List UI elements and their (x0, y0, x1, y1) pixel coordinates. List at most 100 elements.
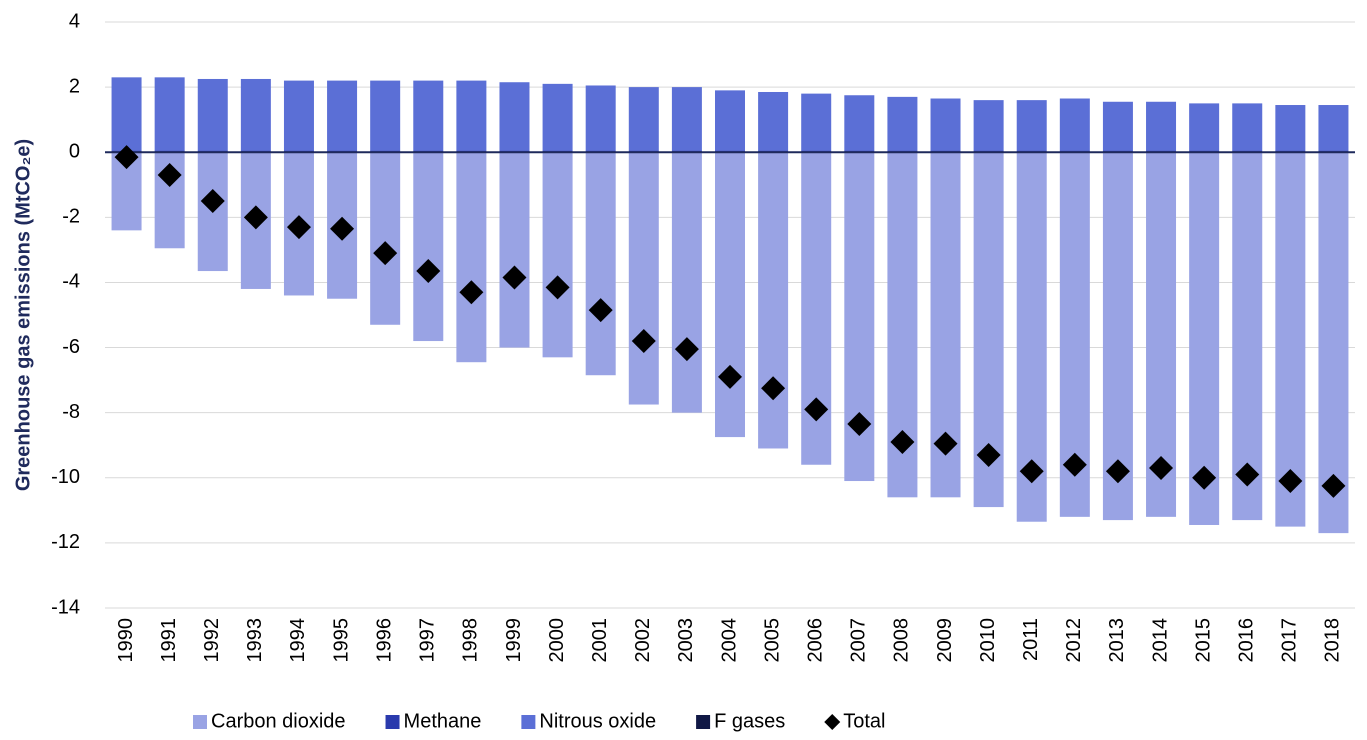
y-tick-label: -12 (51, 531, 80, 553)
x-tick-label: 2005 (761, 618, 783, 663)
x-tick-label: 2009 (934, 618, 956, 663)
y-tick-label: -10 (51, 466, 80, 488)
bar-segment (628, 152, 659, 405)
total-marker (804, 397, 829, 422)
total-marker (1062, 452, 1087, 477)
bar-segment (1059, 98, 1090, 151)
legend-label: Methane (404, 710, 482, 732)
bar-segment (1102, 101, 1133, 151)
x-tick-label: 2014 (1149, 618, 1171, 663)
bar-segment (240, 78, 271, 151)
total-marker (933, 431, 958, 456)
x-tick-label: 2004 (718, 618, 740, 663)
total-marker (243, 205, 268, 230)
bar-segment (542, 83, 573, 151)
x-tick-label: 2011 (1020, 618, 1042, 661)
x-tick-label: 1994 (287, 618, 309, 663)
total-marker (847, 412, 872, 437)
bar-segment (542, 152, 573, 358)
legend-label: F gases (714, 710, 785, 732)
bar-segment (801, 93, 832, 151)
x-tick-label: 1997 (417, 618, 439, 663)
bar-segment (499, 82, 530, 151)
bar-segment (111, 77, 142, 151)
total-marker (761, 376, 786, 401)
bar-segment (1189, 152, 1220, 525)
x-tick-label: 2015 (1192, 618, 1214, 663)
x-tick-label: 2002 (632, 618, 654, 663)
bar-segment (456, 152, 487, 363)
total-marker (1019, 459, 1044, 484)
bar-segment (930, 98, 961, 151)
x-tick-label: 2016 (1236, 618, 1258, 663)
total-marker (1321, 473, 1346, 498)
total-marker (545, 275, 570, 300)
y-tick-label: -2 (62, 206, 80, 228)
legend-swatch (385, 715, 400, 729)
bar-segment (1318, 105, 1349, 151)
x-tick-label: 1992 (201, 618, 223, 663)
total-marker (286, 215, 311, 240)
bar-segment (973, 100, 1004, 151)
legend-swatch (193, 715, 207, 729)
y-tick-label: -8 (62, 401, 80, 423)
x-tick-label: 1999 (503, 618, 525, 663)
total-marker (1235, 462, 1260, 487)
total-marker (157, 163, 182, 188)
bar-segment (671, 87, 702, 151)
bar-segment (413, 152, 444, 342)
x-tick-label: 2013 (1106, 618, 1128, 663)
bar-segment (499, 152, 530, 348)
total-marker (890, 429, 915, 454)
x-tick-label: 1991 (158, 618, 180, 663)
bar-segment (758, 152, 789, 449)
bar-segment (370, 80, 401, 151)
x-tick-label: 1990 (115, 618, 137, 663)
bar-segment (715, 152, 745, 438)
bar-segment (585, 85, 616, 151)
bar-segment (1189, 103, 1220, 151)
bar-segment (671, 152, 702, 413)
bar-segment (1102, 152, 1133, 521)
bar-segment (887, 96, 918, 151)
y-tick-label: -4 (62, 271, 80, 293)
x-tick-label: 1996 (373, 618, 395, 663)
bar-segment (1232, 103, 1263, 151)
bar-segment (1275, 105, 1306, 151)
x-tick-label: 2010 (977, 618, 999, 663)
total-marker (459, 280, 484, 305)
y-axis-label: Greenhouse gas emissions (MtCO₂e) (12, 139, 34, 491)
y-tick-label: 4 (69, 10, 80, 32)
total-marker (502, 265, 527, 290)
total-marker (114, 145, 139, 170)
bar-segment (628, 87, 659, 151)
x-tick-label: 2012 (1063, 618, 1085, 663)
y-tick-label: -6 (62, 336, 80, 358)
x-tick-label: 1998 (460, 618, 482, 663)
bar-segment (283, 80, 314, 151)
bar-segment (197, 78, 228, 151)
x-tick-label: 2017 (1279, 618, 1301, 663)
total-marker (1105, 459, 1130, 484)
bar-segment (370, 152, 401, 325)
bar-segment (844, 95, 875, 151)
x-tick-label: 2008 (891, 618, 913, 663)
x-tick-label: 1995 (330, 618, 352, 663)
bar-segment (1318, 152, 1349, 534)
y-tick-label: 0 (69, 141, 80, 163)
bar-segment (1232, 152, 1263, 521)
bar-segment (585, 152, 616, 376)
legend-marker (824, 714, 841, 730)
bar-segment (758, 91, 789, 151)
y-tick-label: -14 (51, 596, 80, 618)
legend-label: Total (843, 710, 885, 732)
x-tick-label: 2000 (546, 618, 568, 663)
legend-swatch (696, 715, 711, 729)
x-tick-label: 2007 (848, 618, 870, 663)
total-marker (1149, 456, 1174, 481)
legend-label: Carbon dioxide (211, 710, 346, 732)
x-tick-label: 2001 (589, 618, 611, 663)
bar-segment (327, 80, 358, 151)
total-marker (674, 337, 699, 362)
legend-label: Nitrous oxide (539, 710, 656, 732)
